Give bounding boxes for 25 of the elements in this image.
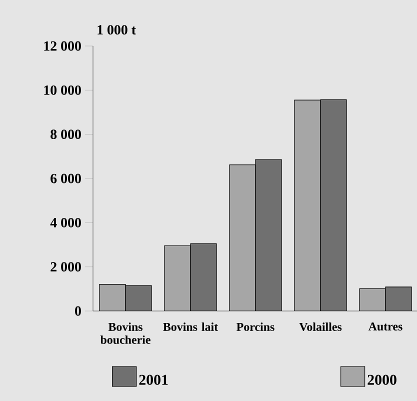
legend-label: 2000 [368, 374, 396, 385]
y-tick-label: 12 000 [44, 41, 81, 51]
bar [125, 285, 152, 311]
x-tick-label: Bovins boucherie [100, 322, 150, 344]
bar [99, 284, 126, 311]
bar [359, 288, 386, 311]
bar [294, 100, 321, 311]
x-tick-label: Porcins [236, 322, 274, 331]
y-tick-label: 4 000 [50, 218, 81, 228]
legend-label: 2001 [139, 374, 168, 385]
y-tick-label: 8 000 [50, 130, 81, 140]
bar [385, 286, 412, 311]
bar [229, 164, 256, 311]
bar [190, 243, 217, 311]
bar [320, 99, 347, 311]
x-tick-label: Bovins lait [163, 322, 218, 331]
y-tick-label: 6 000 [50, 174, 81, 184]
bar [164, 245, 191, 311]
bar [255, 159, 282, 311]
y-axis-title: 1 000 t [98, 25, 136, 35]
y-tick-label: 0 [75, 306, 81, 316]
x-tick-label: Volailles [299, 322, 342, 332]
x-tick-label: Autres [368, 322, 402, 331]
y-tick-label: 2 000 [50, 262, 81, 272]
y-tick-label: 10 000 [44, 85, 81, 95]
